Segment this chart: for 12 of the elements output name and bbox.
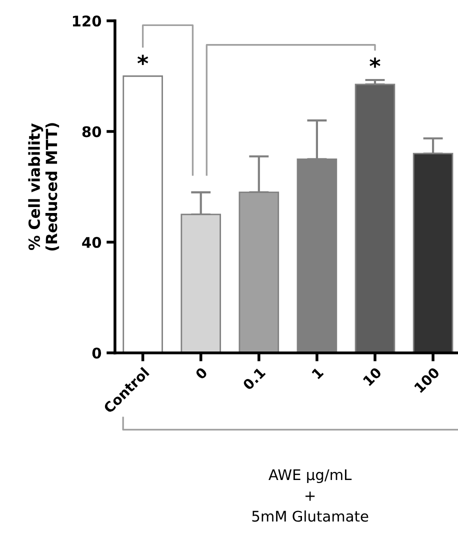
y-tick-label: 80 bbox=[82, 126, 102, 138]
y-tick-label: 40 bbox=[82, 236, 102, 248]
y-tick-label: 120 bbox=[72, 16, 102, 27]
x-tick-label: 0.1 bbox=[242, 366, 266, 391]
x-tick-label: 1 bbox=[312, 367, 324, 380]
y-axis-title: % Cell viability (Reduced MTT) bbox=[28, 123, 60, 250]
y-tick-label: 0 bbox=[92, 348, 102, 359]
x-axis-title: AWE μg/mL + 5mM Glutamate bbox=[252, 469, 368, 522]
annotation: * bbox=[137, 54, 148, 66]
x-tick-label: 0 bbox=[194, 366, 208, 380]
annotation: * bbox=[370, 57, 380, 68]
x-tick-label: 10 bbox=[362, 366, 382, 386]
